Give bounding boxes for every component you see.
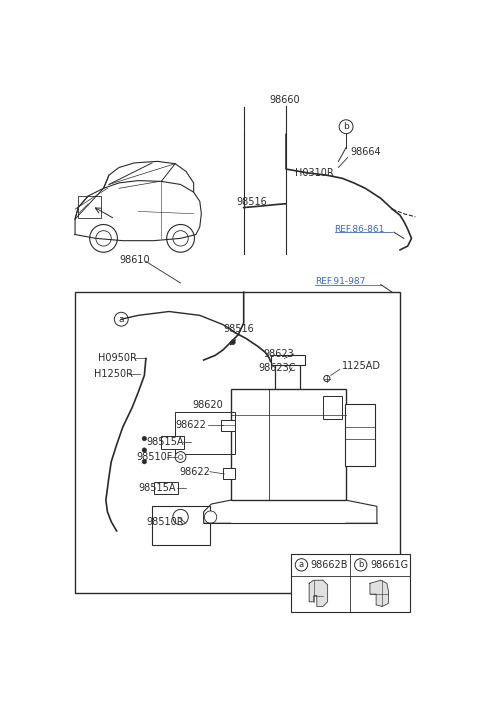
- Circle shape: [295, 559, 308, 571]
- Text: a: a: [119, 315, 124, 323]
- Circle shape: [96, 231, 111, 246]
- Bar: [345, 404, 375, 465]
- Circle shape: [142, 437, 147, 441]
- Text: 98623: 98623: [263, 349, 294, 359]
- Polygon shape: [370, 580, 388, 607]
- Text: H1250R: H1250R: [94, 369, 132, 379]
- Circle shape: [114, 312, 128, 326]
- Circle shape: [142, 448, 147, 453]
- Circle shape: [142, 459, 147, 464]
- Text: 98515A: 98515A: [138, 483, 176, 493]
- Text: 98623C: 98623C: [258, 363, 296, 373]
- Text: 1125AD: 1125AD: [342, 361, 381, 371]
- Text: 98620: 98620: [192, 400, 223, 410]
- Bar: [291, 554, 410, 612]
- Text: 98622: 98622: [179, 467, 210, 477]
- Text: a: a: [299, 560, 304, 569]
- Circle shape: [173, 231, 188, 246]
- Circle shape: [167, 224, 194, 252]
- Text: H0950R: H0950R: [98, 354, 137, 363]
- Circle shape: [90, 224, 118, 252]
- Text: 98662B: 98662B: [311, 560, 348, 570]
- Text: 98610: 98610: [120, 255, 150, 265]
- Text: 98664: 98664: [350, 147, 381, 157]
- Text: H0310R: H0310R: [295, 168, 334, 178]
- Circle shape: [339, 120, 353, 134]
- Text: 98515A: 98515A: [146, 437, 183, 446]
- Text: 98510F: 98510F: [136, 452, 172, 462]
- Bar: [161, 437, 184, 449]
- Bar: [275, 360, 300, 402]
- Text: b: b: [358, 560, 363, 569]
- Circle shape: [230, 340, 235, 344]
- Text: 98622: 98622: [175, 420, 206, 430]
- Circle shape: [355, 559, 367, 571]
- Bar: [221, 420, 235, 431]
- Text: REF.86-861: REF.86-861: [335, 225, 385, 233]
- Text: 98660: 98660: [269, 95, 300, 105]
- Text: 98661G: 98661G: [370, 560, 408, 570]
- Bar: [223, 467, 235, 479]
- Text: 98510R: 98510R: [146, 517, 183, 527]
- Text: REF.91-987: REF.91-987: [315, 277, 366, 286]
- Bar: [75, 292, 400, 593]
- Bar: [154, 482, 178, 494]
- Text: 98516: 98516: [223, 324, 253, 334]
- Bar: [152, 506, 210, 545]
- Circle shape: [178, 455, 183, 459]
- Circle shape: [204, 511, 217, 523]
- Bar: [323, 396, 342, 419]
- Bar: [175, 412, 235, 454]
- Circle shape: [324, 375, 330, 382]
- Bar: [78, 196, 101, 217]
- Circle shape: [173, 510, 188, 525]
- Bar: [271, 356, 304, 365]
- Bar: [230, 389, 346, 500]
- Text: 98516: 98516: [237, 197, 267, 207]
- Circle shape: [279, 359, 287, 367]
- Text: b: b: [343, 122, 349, 131]
- Circle shape: [175, 451, 186, 463]
- Polygon shape: [309, 580, 328, 607]
